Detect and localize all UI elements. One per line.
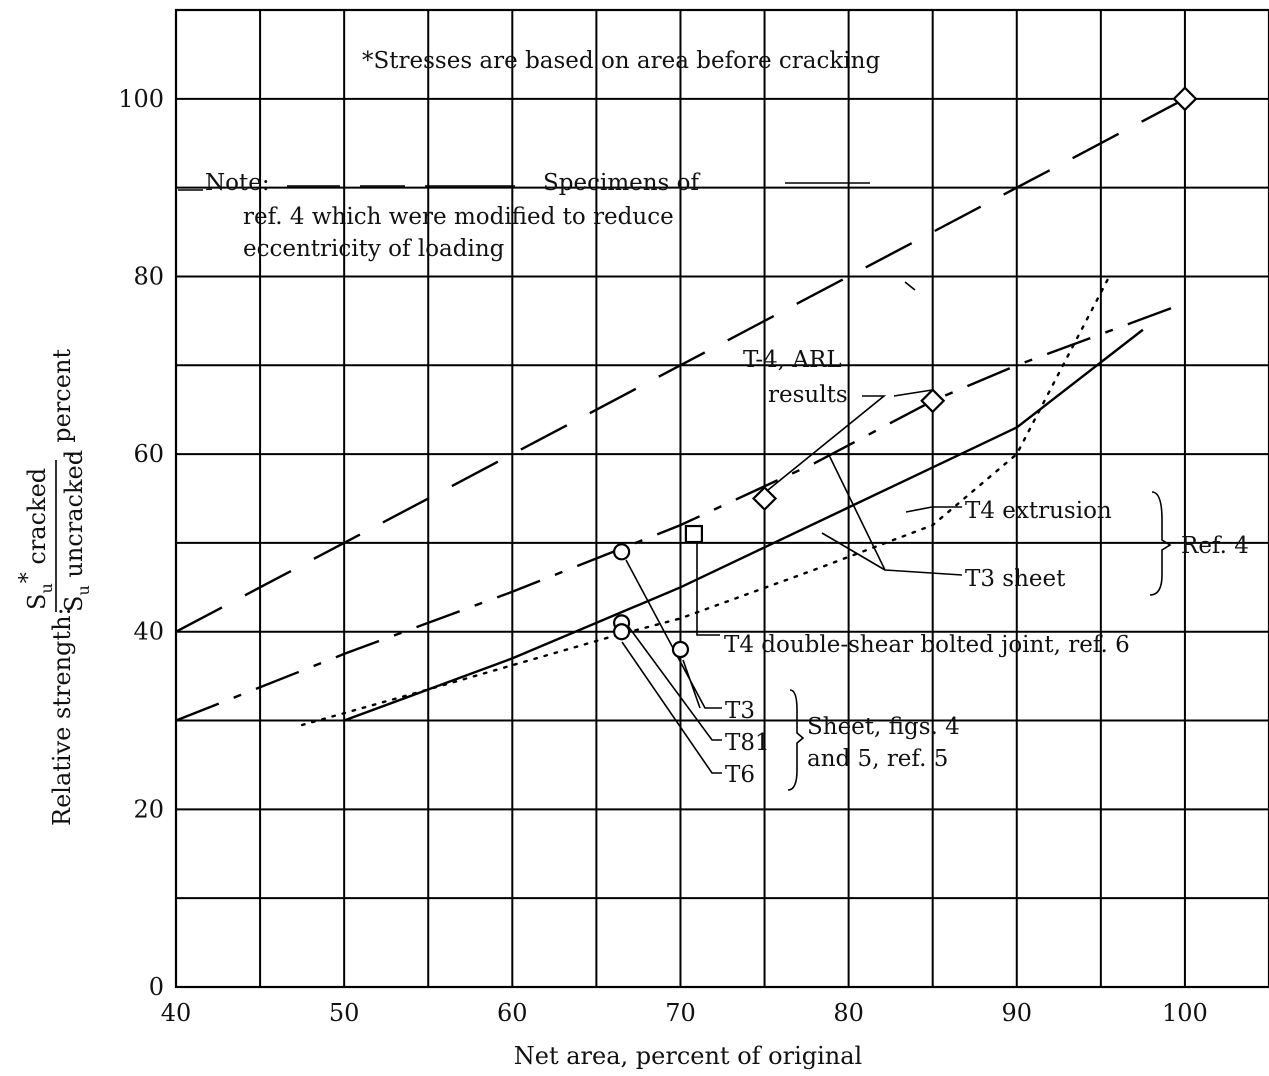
t6-leader bbox=[621, 641, 722, 774]
extrusion-leader bbox=[905, 506, 962, 513]
series-line-dash-dot bbox=[175, 301, 1186, 722]
plot-frame bbox=[174, 8, 1269, 989]
x-tick-label: 70 bbox=[665, 999, 696, 1027]
t81-label: T81 bbox=[725, 730, 770, 756]
tick-labels: 40 50 60 70 80 90 100 0 20 40 60 80 100 bbox=[118, 85, 1208, 1027]
arl-leader-a bbox=[767, 395, 887, 491]
t4-extrusion-label: T4 extrusion bbox=[965, 498, 1112, 524]
marker-diamond-t-4-arl-results bbox=[920, 388, 946, 414]
sheet-label-2: and 5, ref. 5 bbox=[807, 746, 948, 772]
y-tick-label: 0 bbox=[149, 973, 164, 1001]
marker-circle-t3 bbox=[613, 543, 631, 561]
t6-label: T6 bbox=[725, 762, 755, 788]
note-text-2: ref. 4 which were modified to reduce bbox=[243, 204, 674, 230]
t4-arl-label-1: T-4, ARL bbox=[743, 347, 842, 373]
note-label: Note: bbox=[205, 170, 270, 196]
bolted-joint-leader bbox=[696, 540, 720, 636]
y-axis-prefix: Relative strength: bbox=[48, 607, 76, 826]
stress-note: *Stresses are based on area before crack… bbox=[362, 48, 880, 74]
grid bbox=[176, 10, 1269, 987]
x-axis-label: Net area, percent of original bbox=[514, 1042, 862, 1070]
t4-arl-label-2: results bbox=[768, 382, 848, 408]
ref4-label: Ref. 4 bbox=[1181, 533, 1249, 559]
x-tick-label: 90 bbox=[1001, 999, 1032, 1027]
note-text-3: eccentricity of loading bbox=[243, 236, 505, 262]
leader-lines bbox=[178, 182, 1172, 791]
curves bbox=[175, 97, 1186, 727]
y-tick-label: 20 bbox=[133, 795, 164, 823]
y-axis-denominator: Su uncracked bbox=[60, 450, 93, 612]
arl-leader-c bbox=[904, 281, 916, 291]
data-markers bbox=[613, 86, 1198, 659]
t3-label: T3 bbox=[725, 698, 755, 724]
y-tick-label: 40 bbox=[133, 618, 164, 646]
y-axis-numerator: Su* cracked bbox=[16, 468, 56, 610]
marker-diamond-t-4-arl-results bbox=[751, 485, 778, 512]
marker-circle-t6 bbox=[613, 623, 631, 641]
x-tick-label: 50 bbox=[329, 999, 360, 1027]
marker-square-t4-double-shear-bolted-joint-ref-6 bbox=[684, 524, 704, 544]
t3-sheet-leader bbox=[821, 452, 963, 576]
x-tick-label: 40 bbox=[161, 999, 192, 1027]
marker-circle-t3 bbox=[671, 640, 690, 659]
note-text-1: Specimens of bbox=[543, 170, 701, 196]
bolted-joint-label: T4 double-shear bolted joint, ref. 6 bbox=[724, 632, 1130, 658]
y-axis-suffix: , percent bbox=[48, 349, 76, 458]
series-line-solid bbox=[343, 328, 1144, 722]
y-axis-label: Relative strength: Su* cracked Su uncrac… bbox=[16, 349, 93, 826]
x-tick-label: 100 bbox=[1162, 999, 1208, 1027]
series-line-dotted bbox=[300, 275, 1111, 727]
y-tick-label: 60 bbox=[133, 440, 164, 468]
sheet-label-1: Sheet, figs. 4 bbox=[807, 714, 960, 740]
y-tick-label: 80 bbox=[133, 262, 164, 290]
t3-leader bbox=[625, 559, 722, 709]
arl-leader-b bbox=[893, 389, 933, 397]
x-tick-label: 80 bbox=[833, 999, 864, 1027]
series-line-long-dash bbox=[175, 97, 1186, 633]
t3-sheet-label: T3 sheet bbox=[965, 566, 1066, 592]
marker-diamond-t-4-arl-results bbox=[1172, 86, 1198, 112]
y-tick-label: 100 bbox=[118, 85, 164, 113]
ref4-brace bbox=[1149, 491, 1172, 596]
x-tick-label: 60 bbox=[497, 999, 528, 1027]
t81-leader bbox=[627, 625, 722, 741]
sheet-brace bbox=[787, 689, 805, 791]
